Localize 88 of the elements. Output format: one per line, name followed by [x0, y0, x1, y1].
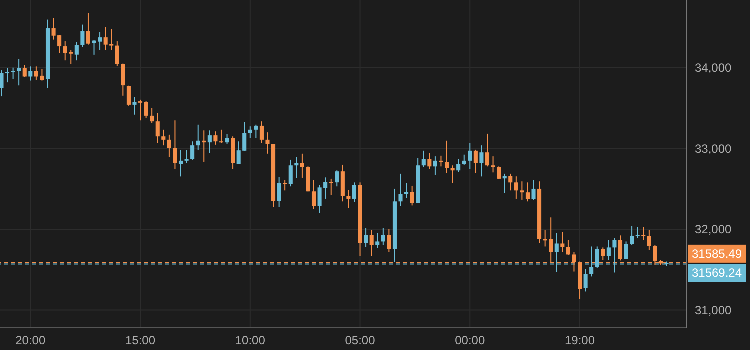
candlestick	[184, 150, 189, 164]
candlestick	[132, 96, 137, 116]
candlestick	[398, 173, 403, 207]
candlestick	[86, 12, 90, 46]
candlestick	[468, 142, 472, 170]
candlestick	[433, 156, 438, 176]
candlestick	[352, 182, 357, 203]
candlestick	[422, 150, 426, 168]
candlestick	[370, 230, 374, 257]
candlestick	[497, 166, 502, 180]
candlestick	[277, 176, 282, 208]
candlestick	[167, 134, 172, 158]
candlestick	[335, 170, 340, 188]
candlestick	[208, 130, 212, 154]
candlestick	[624, 241, 628, 260]
candlestick	[74, 42, 79, 62]
candlestick	[126, 85, 131, 106]
candlestick	[485, 133, 490, 168]
candlestick	[312, 179, 316, 210]
candlestick	[444, 140, 450, 174]
candlestick	[462, 154, 466, 166]
candlestick	[618, 235, 623, 262]
candlestick	[364, 228, 368, 248]
candlestick	[11, 67, 16, 80]
candlestick	[647, 230, 652, 251]
candlestick	[387, 228, 392, 253]
candlestick	[346, 190, 351, 209]
candlestick	[428, 152, 432, 170]
candlestick	[178, 150, 184, 178]
candlestick	[28, 66, 33, 82]
candlestick	[283, 179, 288, 192]
candlestick	[266, 132, 270, 154]
candlestick	[636, 226, 640, 239]
candlestick	[214, 131, 218, 146]
candlestick	[606, 240, 611, 261]
candlestick	[300, 153, 304, 178]
candlestick	[162, 129, 166, 146]
candlestick	[17, 58, 22, 86]
candlestick	[22, 64, 27, 78]
candlestick	[584, 268, 588, 292]
candlestick	[329, 178, 334, 196]
candlestick	[144, 101, 148, 119]
ref-line-label: 31585.49	[692, 246, 742, 261]
x-tick-label: 00:00	[455, 334, 486, 348]
candlestick	[248, 126, 252, 139]
candlestick	[254, 124, 258, 139]
candlestick	[642, 226, 646, 241]
ref-line-label: 31569.24	[692, 266, 742, 280]
candlestick	[173, 120, 178, 170]
candlestick	[404, 182, 409, 199]
candlestick	[508, 173, 513, 192]
x-tick-label: 20:00	[16, 334, 46, 348]
candlestick	[138, 99, 143, 122]
candlestick	[520, 181, 524, 200]
y-tick-label: 32,000	[695, 222, 732, 237]
candlestick	[190, 141, 195, 160]
candlestick	[630, 226, 634, 246]
candlestick	[474, 149, 478, 174]
candlestick	[260, 121, 264, 144]
candlestick	[601, 247, 606, 261]
candlestick	[196, 124, 200, 151]
candlestick	[381, 228, 386, 246]
y-tick-label: 34,000	[695, 61, 732, 76]
candlestick	[532, 179, 536, 201]
candlestick	[80, 24, 85, 48]
candlestick	[288, 159, 293, 188]
candlestick	[410, 185, 414, 206]
y-tick-label: 31,000	[695, 303, 732, 318]
candlestick	[560, 232, 565, 253]
candlestick	[491, 156, 496, 174]
x-tick-label: 15:00	[126, 334, 156, 348]
candlestick	[115, 41, 120, 67]
x-tick-label: 10:00	[235, 334, 266, 348]
candlestick	[219, 129, 224, 144]
candlestick	[514, 176, 518, 200]
candlestick	[376, 232, 380, 249]
candlestick	[225, 134, 230, 144]
candlestick	[480, 145, 484, 178]
candlestick	[526, 182, 530, 202]
x-tick-label: 05:00	[345, 334, 376, 348]
x-tick-label: 19:00	[565, 334, 596, 348]
candlestick	[150, 108, 154, 124]
y-tick-label: 33,000	[695, 142, 732, 156]
candlestick	[566, 240, 570, 256]
candlestick	[439, 155, 444, 168]
candlestick	[156, 112, 160, 144]
candlestick	[121, 63, 126, 96]
candlestick	[456, 158, 461, 173]
